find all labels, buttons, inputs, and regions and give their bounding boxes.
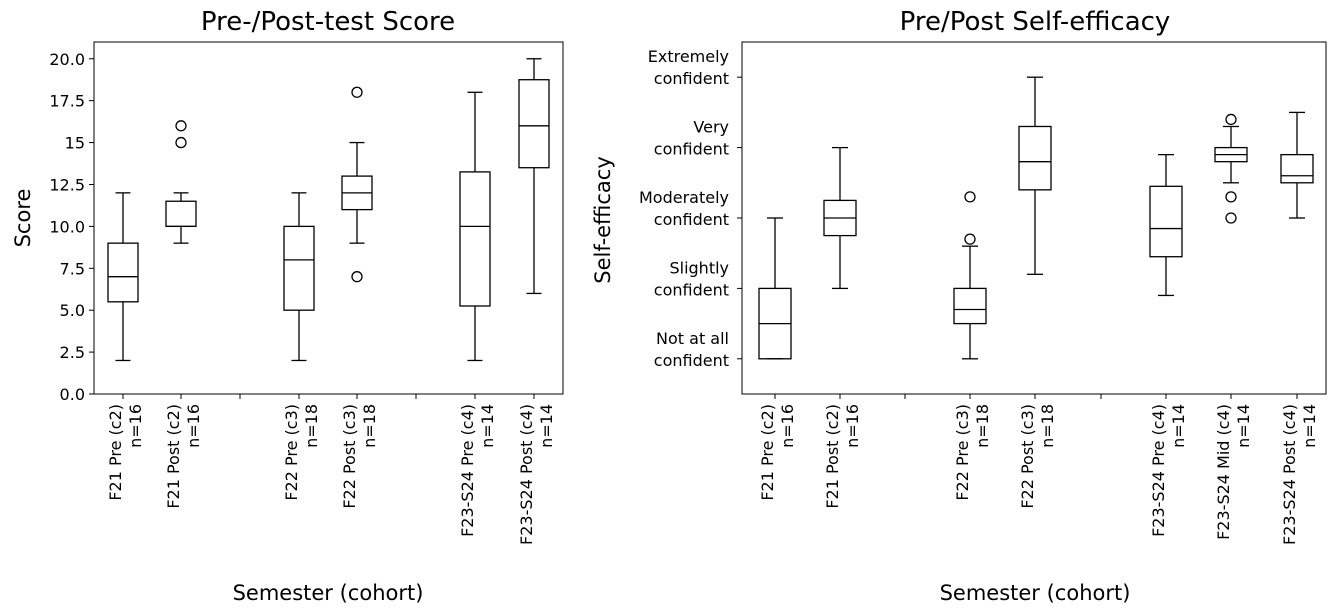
x-tick-label: F23-S24 Post (c4) <box>1280 404 1299 545</box>
outlier-point <box>175 120 187 132</box>
x-tick-label: n=18 <box>973 404 992 448</box>
y-tick-label: Moderately <box>639 188 729 207</box>
x-tick-label: n=14 <box>1234 404 1253 448</box>
x-tick-label: F22 Post (c3) <box>340 404 359 509</box>
outlier-point <box>1225 113 1237 126</box>
x-tick-label: F21 Post (c2) <box>164 404 183 509</box>
x-tick-label: F23-S24 Pre (c4) <box>1149 404 1168 537</box>
y-tick-label: 5.0 <box>60 301 85 320</box>
y-tick-label: confident <box>654 280 729 299</box>
box-plot <box>107 192 139 362</box>
outlier-point <box>1225 191 1237 203</box>
score-chart-title: Pre-/Post-test Score <box>201 7 455 37</box>
box-plot <box>1018 76 1052 275</box>
score-y-ticks: 0.0 2.5 5.0 7.5 10.0 12.5 15 17.5 20.0 <box>49 50 94 404</box>
x-tick-label: n=14 <box>478 404 497 448</box>
y-tick-label: 17.5 <box>49 92 85 111</box>
box-plot <box>459 91 491 362</box>
outlier-point <box>351 86 363 98</box>
y-tick-label: 15 <box>65 134 85 153</box>
x-tick-label: n=14 <box>537 404 556 448</box>
box-plot <box>823 146 857 290</box>
score-boxes <box>107 58 550 362</box>
y-tick-label: confident <box>654 351 729 370</box>
self-efficacy-chart: Pre/Post Self-efficacy Self-efficacy Sem… <box>591 7 1327 605</box>
x-tick-label: F21 Pre (c2) <box>106 404 125 501</box>
box-plot <box>518 58 550 295</box>
y-tick-label: 20.0 <box>49 50 85 69</box>
x-tick-label: F22 Pre (c3) <box>282 404 301 501</box>
iqr-box <box>953 287 987 325</box>
iqr-box <box>165 200 197 228</box>
box-plot <box>1149 153 1183 297</box>
y-tick-label: 0.0 <box>60 385 85 404</box>
x-tick-label: F21 Pre (c2) <box>758 404 777 501</box>
iqr-box <box>1149 185 1183 258</box>
x-tick-label: F22 Post (c3) <box>1018 404 1037 509</box>
self-efficacy-x-axis-label: Semester (cohort) <box>940 581 1131 605</box>
x-tick-label: n=14 <box>1169 404 1188 448</box>
box-plot <box>1214 113 1248 224</box>
y-tick-label: confident <box>654 210 729 229</box>
y-tick-label: confident <box>654 140 729 159</box>
y-tick-label: 7.5 <box>60 259 85 278</box>
score-plot-frame <box>93 41 564 395</box>
self-efficacy-y-axis-label: Self-efficacy <box>591 156 615 284</box>
self-efficacy-y-ticks: Not at all confident Slightly confident Mode… <box>639 47 742 370</box>
x-tick-label: F23-S24 Mid (c4) <box>1214 404 1233 540</box>
y-tick-label: Extremely <box>648 47 729 66</box>
x-tick-label: n=18 <box>360 404 379 448</box>
x-tick-label: n=18 <box>302 404 321 448</box>
outlier-point <box>351 271 363 283</box>
score-y-axis-label: Score <box>11 189 35 248</box>
box-plot <box>953 191 987 360</box>
x-tick-label: F23-S24 Post (c4) <box>517 404 536 545</box>
box-plot <box>758 217 792 360</box>
score-chart: Pre-/Post-test Score Score Semester (coh… <box>11 7 564 605</box>
x-tick-label: n=18 <box>1038 404 1057 448</box>
iqr-box <box>1280 153 1314 184</box>
x-tick-label: F22 Pre (c3) <box>953 404 972 501</box>
box-plot <box>1280 111 1314 219</box>
box-plot <box>341 86 373 283</box>
x-tick-label: n=14 <box>1300 404 1319 448</box>
score-x-axis-label: Semester (cohort) <box>233 581 424 605</box>
box-plot <box>165 120 197 244</box>
x-tick-label: F21 Post (c2) <box>823 404 842 509</box>
iqr-box <box>459 171 491 307</box>
iqr-box <box>283 225 315 311</box>
y-tick-label: Not at all <box>656 329 729 348</box>
y-tick-label: Very <box>693 118 729 137</box>
self-efficacy-boxes <box>758 76 1314 360</box>
outlier-point <box>964 233 976 245</box>
x-tick-label: n=16 <box>778 404 797 448</box>
iqr-box <box>518 79 550 169</box>
y-tick-label: Slightly <box>669 258 729 277</box>
y-tick-label: 12.5 <box>49 175 85 194</box>
outlier-point <box>964 191 976 203</box>
outlier-point <box>1225 212 1237 224</box>
x-tick-label: n=16 <box>126 404 145 448</box>
x-tick-label: F23-S24 Pre (c4) <box>458 404 477 537</box>
y-tick-label: 10.0 <box>49 217 85 236</box>
y-tick-label: confident <box>654 69 729 88</box>
self-efficacy-x-ticks: F21 Pre (c2) n=16 F21 Post (c2) n=16 F22 Pre… <box>758 394 1319 545</box>
box-plot <box>283 192 315 362</box>
y-tick-label: 2.5 <box>60 343 85 362</box>
iqr-box <box>107 242 139 303</box>
score-x-ticks: F21 Pre (c2) n=16 F21 Post (c2) n=16 F22 Pre… <box>106 394 556 545</box>
iqr-box <box>1018 125 1052 191</box>
outlier-point <box>175 136 187 149</box>
x-tick-label: n=16 <box>843 404 862 448</box>
x-tick-label: n=16 <box>184 404 203 448</box>
self-efficacy-chart-title: Pre/Post Self-efficacy <box>900 7 1171 37</box>
